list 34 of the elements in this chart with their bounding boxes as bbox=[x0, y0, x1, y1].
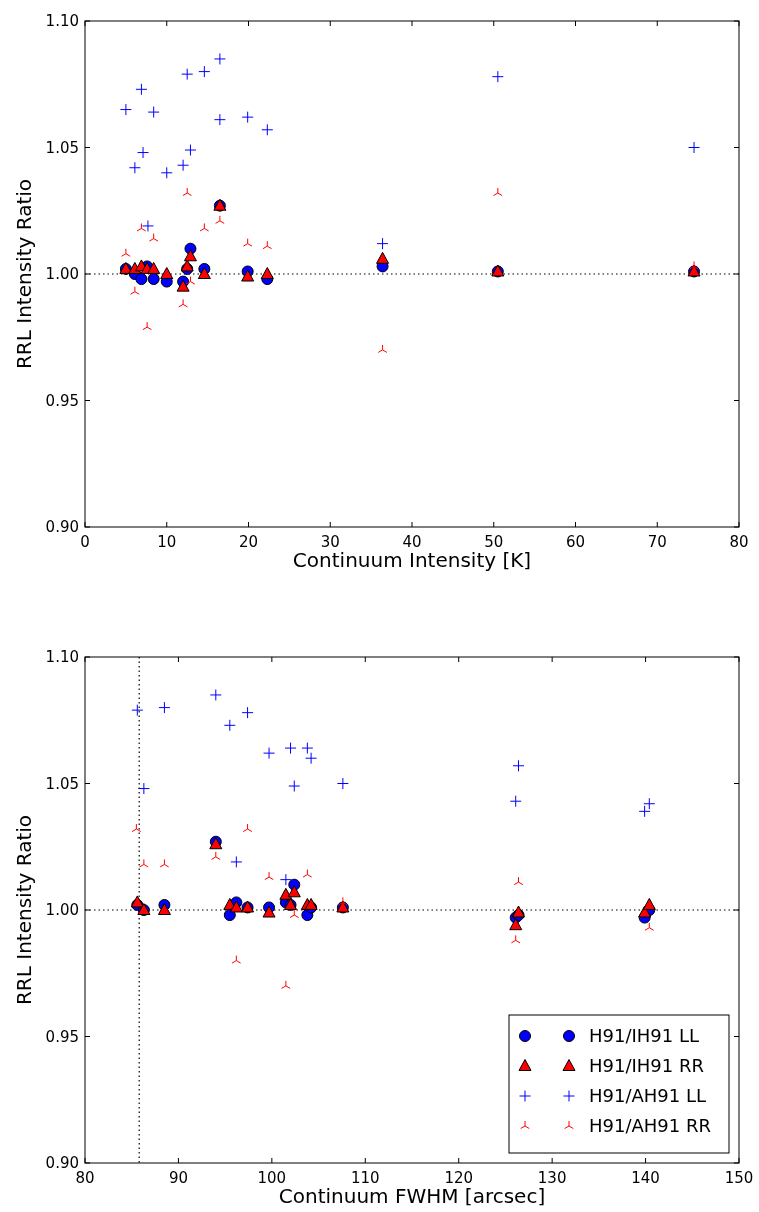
x-axis-title: Continuum Intensity [K] bbox=[292, 548, 532, 572]
y-axis-title: RRL Intensity Ratio bbox=[12, 178, 36, 370]
legend-label: H91/AH91 LL bbox=[589, 1085, 707, 1107]
y-tick-label: 0.95 bbox=[45, 391, 79, 410]
x-tick-label: 20 bbox=[238, 533, 259, 551]
x-tick-label: 0 bbox=[80, 533, 90, 551]
x-tick-label: 110 bbox=[350, 1169, 380, 1187]
x-tick-label: 100 bbox=[257, 1169, 287, 1187]
y-tick-label: 1.10 bbox=[45, 648, 79, 667]
x-tick-label: 120 bbox=[444, 1169, 474, 1187]
x-tick-label: 10 bbox=[157, 533, 177, 551]
x-tick-label: 70 bbox=[647, 533, 667, 551]
x-tick-label: 80 bbox=[729, 533, 749, 551]
x-tick-label: 80 bbox=[75, 1169, 95, 1187]
x-tick-label: 50 bbox=[484, 533, 504, 551]
x-tick-label: 40 bbox=[402, 533, 422, 551]
y-tick-label: 1.00 bbox=[45, 901, 79, 920]
y-tick-label: 1.10 bbox=[45, 12, 79, 31]
y-tick-label: 0.90 bbox=[45, 518, 79, 537]
y-tick-label: 0.95 bbox=[45, 1027, 79, 1046]
y-tick-label: 1.05 bbox=[45, 774, 79, 793]
y-tick-label: 1.05 bbox=[45, 138, 79, 157]
x-tick-label: 30 bbox=[320, 533, 340, 551]
x-tick-label: 60 bbox=[565, 533, 586, 551]
x-tick-label: 90 bbox=[168, 1169, 188, 1187]
x-tick-label: 150 bbox=[724, 1169, 754, 1187]
y-tick-label: 1.00 bbox=[45, 265, 79, 284]
legend-label: H91/IH91 RR bbox=[589, 1055, 704, 1077]
legend-label: H91/AH91 RR bbox=[589, 1115, 711, 1137]
legend-label: H91/IH91 LL bbox=[589, 1025, 700, 1047]
x-tick-label: 130 bbox=[537, 1169, 567, 1187]
x-tick-label: 140 bbox=[631, 1169, 660, 1187]
y-axis-title: RRL Intensity Ratio bbox=[12, 814, 36, 1006]
x-axis-title: Continuum FWHM [arcsec] bbox=[278, 1184, 546, 1208]
